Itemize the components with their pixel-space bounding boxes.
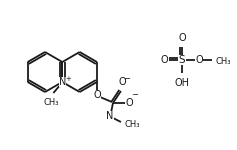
Text: N: N bbox=[59, 77, 66, 87]
Text: O: O bbox=[125, 98, 133, 108]
Text: CH₃: CH₃ bbox=[216, 57, 232, 66]
Text: −: − bbox=[132, 90, 138, 99]
Text: +: + bbox=[65, 75, 71, 81]
Text: OH: OH bbox=[174, 78, 190, 88]
Text: S: S bbox=[179, 55, 185, 65]
Text: O: O bbox=[195, 55, 203, 65]
Text: O: O bbox=[93, 90, 101, 100]
Text: N: N bbox=[106, 111, 114, 121]
Text: CH₃: CH₃ bbox=[44, 98, 59, 107]
Text: CH₃: CH₃ bbox=[125, 120, 141, 129]
Text: −: − bbox=[123, 74, 130, 83]
Text: O: O bbox=[118, 77, 126, 87]
Text: O: O bbox=[160, 55, 168, 65]
Text: O: O bbox=[178, 33, 186, 43]
